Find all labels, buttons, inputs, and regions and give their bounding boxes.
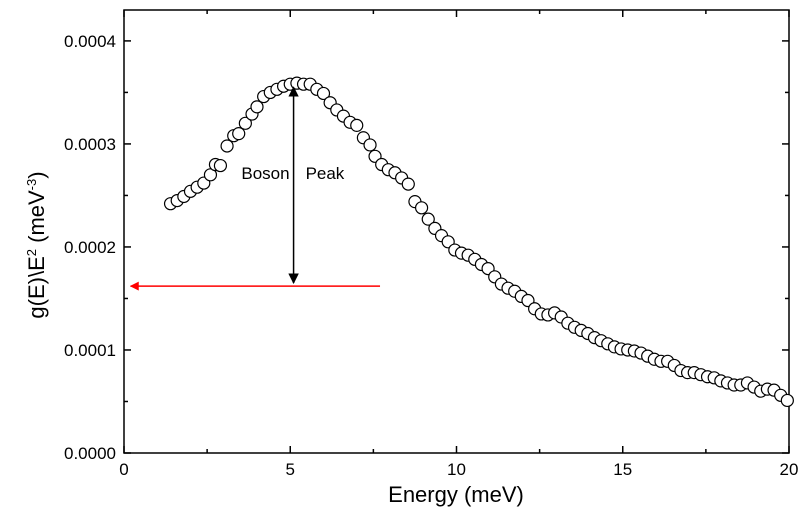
x-tick-label: 10 <box>447 460 466 479</box>
data-point <box>363 138 377 152</box>
y-axis-title-sup2: -3 <box>24 179 39 191</box>
x-axis: 0 5 10 15 20 <box>119 10 798 479</box>
x-axis-title: Energy (meV) <box>388 482 524 507</box>
y-axis: 0.0000 0.0001 0.0002 0.0003 0.0004 <box>64 32 789 463</box>
x-tick-label: 0 <box>119 460 128 479</box>
data-point <box>238 116 252 130</box>
x-tick-label: 15 <box>613 460 632 479</box>
data-point <box>350 118 364 132</box>
y-axis-title-main: g(E)\E <box>24 256 49 318</box>
data-point <box>316 86 331 101</box>
data-series <box>163 76 794 408</box>
data-point <box>220 139 234 153</box>
y-axis-title-sup1: 2 <box>24 249 39 256</box>
data-point <box>780 393 794 408</box>
x-tick-label: 5 <box>286 460 295 479</box>
plot-frame <box>123 9 790 454</box>
y-tick-label: 0.0004 <box>64 32 116 51</box>
y-tick-label: 0.0003 <box>64 135 116 154</box>
y-tick-label: 0.0002 <box>64 238 116 257</box>
y-tick-label: 0.0001 <box>64 341 116 360</box>
y-axis-title: g(E)\E2 (meV-3) <box>24 171 49 318</box>
data-point <box>421 212 435 226</box>
y-axis-title-close: ) <box>24 171 49 178</box>
x-tick-label: 20 <box>780 460 799 479</box>
y-tick-label: 0.0000 <box>64 444 116 463</box>
y-axis-title-unit: (meV <box>24 190 49 249</box>
data-point <box>250 100 264 114</box>
annotation-boson-label: Boson <box>241 164 289 183</box>
data-point <box>401 177 415 191</box>
data-point <box>414 201 429 215</box>
plot-border <box>123 9 790 454</box>
annotations: Boson Peak <box>129 86 381 291</box>
data-point <box>232 127 246 141</box>
data-point <box>213 158 228 173</box>
annotation-peak-label: Peak <box>306 164 345 183</box>
